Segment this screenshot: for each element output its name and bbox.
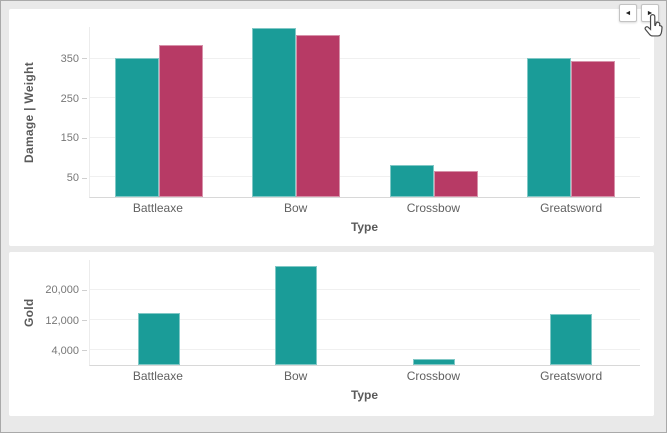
x-labels: Battleaxe Bow Crossbow Greatsword xyxy=(89,198,640,218)
bar-weight-greatsword[interactable] xyxy=(571,61,616,197)
y-tick-label: 250 xyxy=(61,93,87,105)
y-axis-title: Gold xyxy=(22,298,36,328)
gold-chart: Gold 4,000 12,000 20,000 Battleaxe Bow Cross… xyxy=(19,260,640,406)
bar-gold-greatsword[interactable] xyxy=(550,314,593,365)
x-axis-title: Type xyxy=(350,388,379,402)
category-group-bow xyxy=(228,260,366,365)
x-labels: Battleaxe Bow Crossbow Greatsword xyxy=(89,366,640,386)
previous-page-button[interactable]: ◄ xyxy=(619,4,637,22)
gridline xyxy=(90,176,640,178)
x-category-label: Greatsword xyxy=(540,369,603,383)
x-axis-title: Type xyxy=(350,220,379,234)
x-category-label: Greatsword xyxy=(540,201,603,215)
left-arrow-icon: ◄ xyxy=(624,9,632,17)
category-group-crossbow xyxy=(365,260,503,365)
gridline xyxy=(90,136,640,138)
x-category-label: Battleaxe xyxy=(132,201,183,215)
bar-damage-battleaxe[interactable] xyxy=(114,57,159,197)
y-tick-label: 12,000 xyxy=(45,315,87,327)
y-tick-label: 150 xyxy=(61,132,87,144)
category-group-battleaxe xyxy=(90,260,228,365)
x-category-label: Bow xyxy=(283,369,308,383)
category-group-greatsword xyxy=(503,260,641,365)
x-category-label: Crossbow xyxy=(406,369,461,383)
right-arrow-icon: ► xyxy=(646,9,654,17)
category-group-greatsword xyxy=(503,27,641,197)
y-tick-label: 350 xyxy=(61,53,87,65)
gridline xyxy=(90,349,640,350)
x-category-label: Bow xyxy=(283,201,308,215)
bar-damage-crossbow[interactable] xyxy=(389,165,434,197)
bar-damage-greatsword[interactable] xyxy=(527,57,572,197)
gridline xyxy=(90,57,640,59)
gridline xyxy=(90,319,640,320)
gold-chart-card: Gold 4,000 12,000 20,000 Battleaxe Bow Cross… xyxy=(9,252,654,416)
damage-weight-chart-card: Damage | Weight 50 150 250 350 Battleaxe Bow… xyxy=(9,9,654,246)
y-axis-title: Damage | Weight xyxy=(22,62,36,163)
category-group-bow xyxy=(228,27,366,197)
x-category-label: Battleaxe xyxy=(132,369,183,383)
y-tick-label: 50 xyxy=(67,172,87,184)
bar-damage-bow[interactable] xyxy=(252,27,297,197)
y-ticks: 4,000 12,000 20,000 xyxy=(39,260,89,366)
gridline xyxy=(90,97,640,99)
bar-gold-bow[interactable] xyxy=(275,265,318,365)
y-tick-label: 4,000 xyxy=(51,345,87,357)
damage-weight-chart: Damage | Weight 50 150 250 350 Battleaxe Bow… xyxy=(19,27,640,238)
bar-weight-battleaxe[interactable] xyxy=(158,44,203,197)
gridline xyxy=(90,289,640,290)
bars-row xyxy=(90,27,640,197)
y-tick-label: 20,000 xyxy=(45,284,87,296)
next-page-button[interactable]: ► xyxy=(641,4,659,22)
bar-gold-crossbow[interactable] xyxy=(412,359,455,365)
x-category-label: Crossbow xyxy=(406,201,461,215)
plot-area xyxy=(89,260,640,366)
bar-gold-battleaxe[interactable] xyxy=(137,312,180,365)
category-group-battleaxe xyxy=(90,27,228,197)
plot-area xyxy=(89,27,640,198)
y-ticks: 50 150 250 350 xyxy=(39,27,89,198)
bar-weight-bow[interactable] xyxy=(296,34,341,197)
bar-weight-crossbow[interactable] xyxy=(433,170,478,197)
bars-row xyxy=(90,260,640,365)
category-group-crossbow xyxy=(365,27,503,197)
